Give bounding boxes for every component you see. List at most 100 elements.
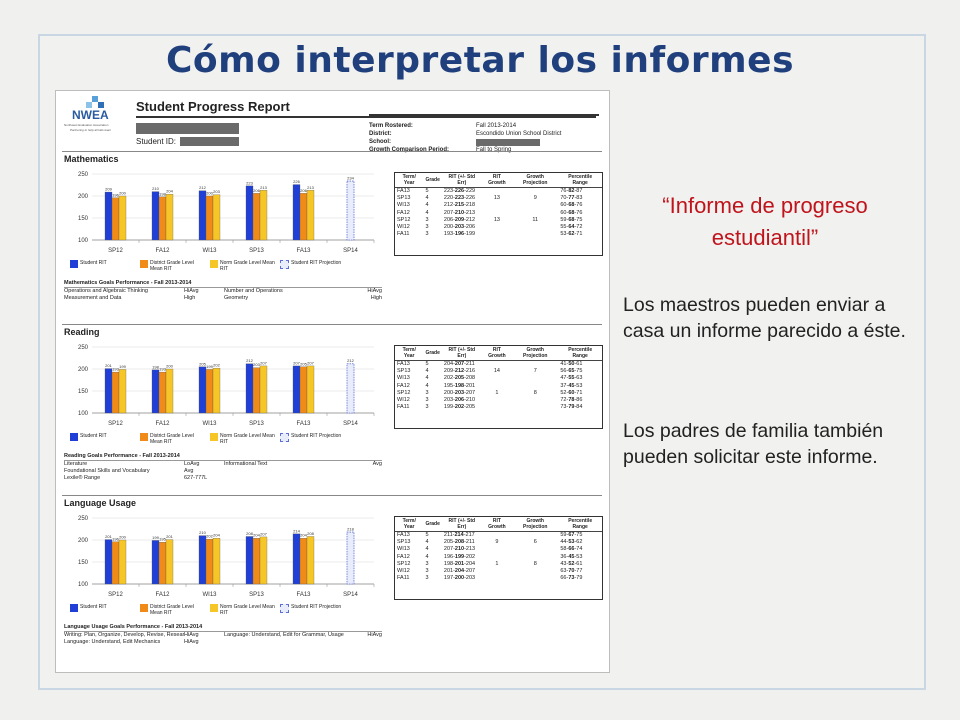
table-cell: 1 bbox=[495, 560, 499, 567]
table-cell: 204-207-211 bbox=[443, 361, 475, 367]
table-cell: 56-65-75 bbox=[560, 368, 583, 375]
table-cell bbox=[482, 404, 512, 411]
district-mean-bar bbox=[158, 196, 167, 241]
table-cell bbox=[512, 554, 558, 561]
table-cell-mid-value: 62 bbox=[568, 231, 575, 238]
table-cell: 3 bbox=[425, 216, 429, 223]
x-tick-label: FA13 bbox=[296, 248, 311, 254]
bar-value-label: 202 bbox=[213, 363, 220, 368]
goal-level: Avg bbox=[372, 461, 382, 467]
table-row: SP13 4 205-208-211 9 6 44-53-62 bbox=[395, 539, 602, 546]
table-cell bbox=[512, 383, 558, 390]
y-tick-label: 200 bbox=[78, 538, 89, 544]
legend-district-mean: District Grade Level Mean RIT bbox=[140, 604, 205, 616]
growth-table-grid: Term/ Year Grade RIT (+/- Std Err) RIT Grow… bbox=[395, 517, 602, 582]
logo-subtitle: Northwest Evaluation Association bbox=[64, 123, 109, 127]
table-cell: WI12 bbox=[397, 568, 410, 575]
table-cell-mid-value: 53 bbox=[568, 539, 575, 546]
goal-level: HiAvg bbox=[367, 632, 382, 638]
y-tick-label: 150 bbox=[78, 216, 89, 222]
table-cell-mid-value: 204 bbox=[454, 568, 465, 575]
table-cell bbox=[482, 375, 512, 382]
goals-title: Language Usage Goals Performance - Fall … bbox=[64, 624, 382, 632]
table-header-cell: RIT (+/- Std Err) bbox=[441, 517, 482, 532]
table-cell: 3 bbox=[425, 560, 429, 567]
legend-swatch bbox=[140, 433, 148, 441]
table-header-cell: Grade bbox=[423, 517, 442, 532]
district-mean-bar bbox=[205, 195, 214, 241]
table-cell bbox=[482, 188, 512, 196]
table-row: FA12 4 196-199-202 36-45-53 bbox=[395, 554, 602, 561]
legend-label: District Grade Level Mean RIT bbox=[150, 433, 194, 445]
projection-value-label: 234 bbox=[347, 176, 354, 181]
table-cell: 11 bbox=[532, 216, 539, 223]
table-cell: WI13 bbox=[397, 375, 410, 382]
legend-label: Student RIT bbox=[80, 433, 107, 439]
bar-value-label: 213 bbox=[307, 185, 314, 190]
bar-value-label: 193 bbox=[159, 367, 166, 372]
table-cell bbox=[482, 202, 512, 209]
table-cell: FA11 bbox=[397, 404, 410, 411]
bar-value-label: 204 bbox=[253, 533, 260, 538]
legend-label: District Grade Level Mean RIT bbox=[150, 260, 194, 272]
legend-swatch bbox=[280, 260, 289, 269]
projection-value-label: 218 bbox=[347, 527, 354, 532]
bar-value-label: 199 bbox=[119, 364, 126, 369]
goal-name: Language: Understand, Edit Mechanics bbox=[64, 639, 161, 645]
goal-level: High bbox=[370, 295, 382, 301]
student-rit-bar bbox=[104, 368, 113, 414]
table-cell-mid-value: 78 bbox=[568, 397, 575, 404]
x-tick-label: FA12 bbox=[155, 248, 170, 254]
table-row: FA12 4 195-198-201 37-45-53 bbox=[395, 383, 602, 390]
bar-value-label: 207 bbox=[260, 360, 267, 365]
goal-name: Operations and Algebraic Thinking bbox=[64, 288, 148, 294]
bar-value-label: 210 bbox=[199, 530, 206, 535]
table-cell: 197-200-203 bbox=[443, 575, 476, 582]
goal-row: Literature LoAvg Informational Text Avg bbox=[64, 461, 382, 468]
table-cell: 66-73-79 bbox=[560, 575, 583, 582]
bar-value-label: 207 bbox=[260, 531, 267, 536]
table-cell: 4 bbox=[425, 553, 429, 560]
student-rit-bar bbox=[151, 191, 160, 241]
projection-bar bbox=[346, 363, 355, 414]
x-tick-label: SP12 bbox=[108, 592, 123, 598]
table-cell-mid-value: 201 bbox=[454, 560, 465, 567]
growth-table: Term/ Year Grade RIT (+/- Std Err) RIT Grow… bbox=[394, 172, 603, 256]
table-cell: FA12 bbox=[397, 209, 410, 216]
table-row: FA13 5 204-207-211 41-50-61 bbox=[395, 361, 602, 369]
table-header-cell: RIT Growth bbox=[481, 517, 513, 532]
y-tick-label: 100 bbox=[78, 582, 89, 588]
legend-student-rit: Student RIT bbox=[70, 433, 135, 441]
table-cell: 5 bbox=[425, 361, 429, 367]
x-tick-label: WI13 bbox=[202, 248, 217, 254]
table-cell-mid-value: 226 bbox=[454, 188, 465, 194]
y-tick-label: 250 bbox=[78, 345, 89, 351]
x-tick-label: SP13 bbox=[249, 248, 264, 254]
goal-row: Writing: Plan, Organize, Develop, Revise… bbox=[64, 632, 382, 639]
legend-swatch bbox=[70, 433, 78, 441]
table-cell: 41-50-61 bbox=[560, 361, 583, 367]
district-mean-bar bbox=[111, 197, 120, 241]
table-cell bbox=[512, 575, 558, 582]
table-header-cell: RIT (+/- Std Err) bbox=[441, 173, 482, 188]
table-cell: WI12 bbox=[397, 397, 410, 404]
x-tick-label: SP12 bbox=[108, 421, 123, 427]
table-cell-mid-value: 79 bbox=[568, 404, 575, 411]
legend-norm-mean: Norm Grade Level Mean RIT bbox=[210, 433, 275, 445]
table-cell: 201-204-207 bbox=[443, 568, 476, 575]
report-title-rule bbox=[136, 116, 596, 118]
table-cell: FA12 bbox=[397, 382, 410, 389]
bar-value-label: 226 bbox=[293, 179, 300, 184]
student-rit-bar bbox=[198, 190, 207, 241]
table-row: FA11 3 199-202-205 73-79-84 bbox=[395, 404, 602, 411]
goal-row: Language: Understand, Edit Mechanics HiAv… bbox=[64, 639, 382, 646]
district-mean-bar bbox=[299, 193, 308, 241]
goal-row: Foundational Skills and Vocabulary Avg bbox=[64, 468, 382, 475]
table-header-cell: Term/ Year bbox=[395, 173, 424, 188]
bar-value-label: 204 bbox=[166, 189, 173, 194]
table-cell: SP12 bbox=[397, 389, 411, 396]
table-cell: 205-208-211 bbox=[443, 539, 475, 546]
bar-value-label: 202 bbox=[206, 534, 213, 539]
table-cell-mid-value: 70 bbox=[568, 568, 575, 575]
